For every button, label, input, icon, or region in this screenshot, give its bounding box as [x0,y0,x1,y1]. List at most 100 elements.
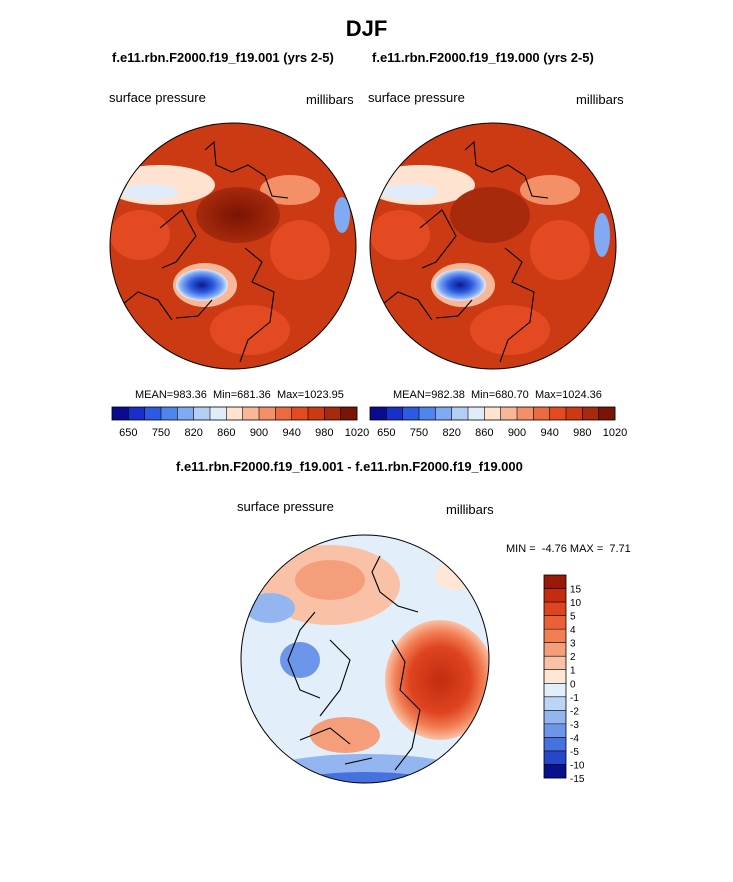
panel-left-max: 1023.95 [304,389,344,401]
colorbar-2-tick-label: -5 [570,747,579,758]
colorbar-2-tick-label: 15 [570,585,582,596]
colorbar-1-box [582,407,599,420]
colorbar-0-tick-label: 980 [315,427,333,439]
colorbar-1-tick-label: 750 [410,427,428,439]
colorbar-0-tick-label: 820 [184,427,202,439]
colorbar-1-box [419,407,436,420]
panel-left-max-label: Max= [276,389,305,401]
panel-right-min: 680.70 [495,389,529,401]
colorbar-0-box [144,407,162,420]
colorbar-0-tick-label: 650 [119,427,137,439]
map-right [370,123,616,369]
colorbar-2-tick-label: -15 [570,774,585,785]
colorbar-2-box [544,683,566,698]
colorbar-2-tick-label: -1 [570,693,579,704]
page-title: DJF [345,16,388,41]
panel-right-title: f.e11.rbn.F2000.f19_f19.000 (yrs 2-5) [372,50,594,65]
colorbar-0-box [259,407,276,420]
colorbar-1-tick-label: 650 [377,427,395,439]
panel-left-variable-label: surface pressure [109,90,206,105]
colorbar-1-tick-label: 1020 [603,427,627,439]
colorbar-2-tick-label: 5 [570,612,576,623]
colorbar-0-box [177,407,194,420]
colorbar-1-box [451,407,469,420]
colorbar-0-box [308,407,325,420]
colorbar-2-box [544,602,566,616]
colorbar-1-frame [369,406,616,421]
panel-left-stats: MEAN=983.36 Min=681.36 Max=1023.95 [135,389,344,401]
colorbar-2-frame [543,574,567,779]
diff-stats: MIN = -4.76 MAX = 7.71 [506,543,631,555]
colorbar-0-tick-label: 900 [250,427,268,439]
diff-units-label: millibars [446,502,494,517]
diff-title: f.e11.rbn.F2000.f19_f19.001 - f.e11.rbn.… [176,459,523,474]
colorbar-1-box [468,407,485,420]
colorbar-2-tick-label: -3 [570,720,579,731]
colorbar-0-box [210,407,227,420]
map-diff [241,535,489,783]
colorbar-2-box [544,737,566,752]
colorbar-2-tick-label: 0 [570,679,576,690]
colorbar-0-box [275,407,292,420]
panel-right-stats: MEAN=982.38 Min=680.70 Max=1024.36 [393,389,602,401]
colorbar-2-box [544,615,566,630]
panel-right-mean: 982.38 [431,389,465,401]
colorbar-0-tick-label: 940 [282,427,300,439]
colorbar-2-tick-label: 1 [570,666,576,677]
colorbar-1-box [370,407,387,420]
diff-min-label: MIN = [506,543,536,555]
colorbar-2-tick-label: -2 [570,706,579,717]
colorbar-0-tick-label: 860 [217,427,235,439]
colorbar-2-box [544,723,566,738]
diff-min: -4.76 [541,543,567,555]
map-right-border [369,122,617,370]
colorbar-0-frame [111,406,358,421]
colorbar-1-box [566,407,583,420]
colorbar-1-box [435,407,452,420]
colorbar-2-tick-label: -10 [570,760,585,771]
colorbar-1-box [598,407,616,420]
colorbar-1-tick-label: 900 [508,427,526,439]
colorbar-0-box [226,407,243,420]
colorbar-2-box [544,656,566,671]
colorbar-1-box [533,407,550,420]
colorbar-2-tick-label: 3 [570,639,576,650]
panel-left-units-label: millibars [306,92,354,107]
panel-right-units-label: millibars [576,92,624,107]
colorbar-2-box [544,642,566,657]
panel-left-min: 681.36 [237,389,271,401]
panel-right-max-label: Max= [534,389,563,401]
colorbar-1-box [500,407,518,420]
colorbar-2-box [544,575,566,589]
colorbar-1-box [517,407,534,420]
colorbar-0-tick-label: 1020 [345,427,369,439]
colorbars: 650 750 820 860 900 940 980 1020 650 750 820 860 900… [111,406,627,785]
map-diff-border [240,534,490,784]
colorbar-0-tick-label: 750 [152,427,170,439]
panel-left-min-label: Min= [213,389,238,401]
colorbar-0-box [161,407,178,420]
panel-left-mean-label: MEAN= [135,389,174,401]
colorbar-1-tick-label: 820 [442,427,460,439]
panel-right-variable-label: surface pressure [368,90,465,105]
colorbar-1-box [484,407,501,420]
panel-right-max: 1024.36 [562,389,602,401]
diff-variable-label: surface pressure [237,499,334,514]
colorbar-2-box [544,629,566,643]
colorbar-0-box [242,407,260,420]
colorbar-0-box [324,407,341,420]
colorbar-2-box [544,588,566,603]
colorbar-2-box [544,710,566,725]
panel-left-mean: 983.36 [173,389,207,401]
panel-left-title: f.e11.rbn.F2000.f19_f19.001 (yrs 2-5) [112,50,334,65]
colorbar-0-box [128,407,145,420]
colorbar-2-tick-label: -4 [570,733,579,744]
diff-max-label: MAX = [569,543,604,555]
diff-max: 7.71 [609,543,631,555]
colorbar-2-box [544,764,566,779]
colorbar-2-tick-label: 4 [570,625,576,636]
colorbar-0-box [291,407,309,420]
colorbar-0-box [112,407,129,420]
colorbar-0-box [193,407,211,420]
